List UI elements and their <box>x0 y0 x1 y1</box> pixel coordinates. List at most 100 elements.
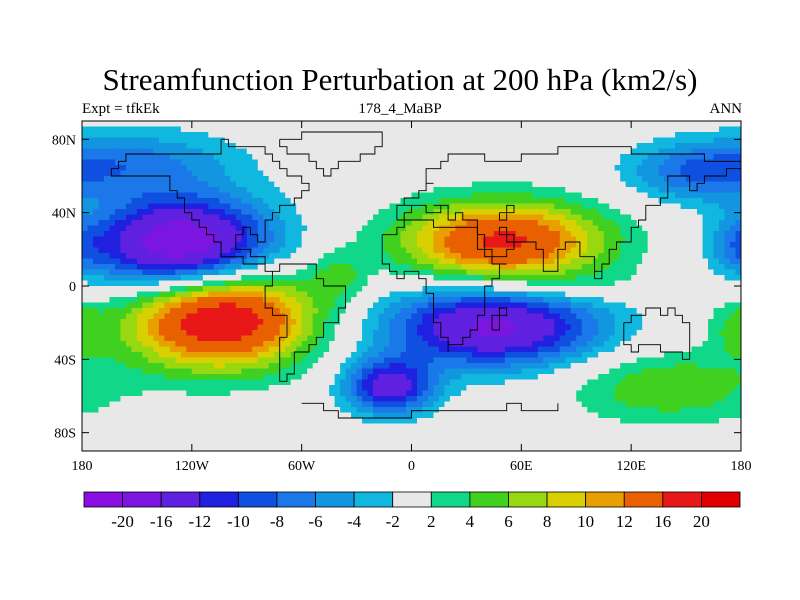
field-cell <box>312 297 319 304</box>
field-cell <box>455 242 462 249</box>
field-cell <box>609 264 616 271</box>
field-cell <box>120 159 127 166</box>
field-cell <box>526 181 533 188</box>
field-cell <box>455 126 462 133</box>
field-cell <box>488 247 495 254</box>
field-cell <box>614 192 621 199</box>
field-cell <box>268 258 275 265</box>
field-cell <box>109 137 116 144</box>
field-cell <box>449 269 457 276</box>
field-cell <box>631 253 638 260</box>
field-cell <box>241 176 248 183</box>
field-cell <box>416 137 424 144</box>
field-cell <box>334 302 341 309</box>
field-cell <box>598 247 605 254</box>
field-cell <box>647 203 654 210</box>
field-cell <box>537 253 544 260</box>
field-cell <box>252 335 259 342</box>
field-cell <box>570 313 577 320</box>
field-cell <box>318 225 325 232</box>
field-cell <box>636 275 643 282</box>
field-cell <box>570 220 577 227</box>
field-cell <box>493 209 500 216</box>
field-cell <box>153 203 160 210</box>
field-cell <box>147 236 154 243</box>
field-cell <box>340 165 347 172</box>
field-cell <box>98 209 105 216</box>
field-cell <box>719 170 726 177</box>
field-cell <box>82 247 89 254</box>
field-cell <box>191 291 198 298</box>
field-cell <box>548 126 555 133</box>
field-cell <box>554 335 561 342</box>
field-cell <box>92 225 100 232</box>
field-cell <box>92 258 100 265</box>
field-cell <box>384 242 391 249</box>
field-cell <box>235 220 242 227</box>
field-cell <box>658 335 665 342</box>
field-cell <box>312 247 319 254</box>
field-cell <box>537 137 544 144</box>
field-cell <box>224 280 231 287</box>
field-cell <box>389 198 396 205</box>
field-cell <box>114 187 122 194</box>
field-cell <box>257 181 264 188</box>
field-cell <box>246 198 253 205</box>
field-cell <box>224 198 231 205</box>
field-cell <box>202 269 209 276</box>
field-cell <box>252 242 259 249</box>
field-cell <box>411 302 418 309</box>
field-cell <box>532 313 539 320</box>
field-cell <box>598 302 605 309</box>
field-cell <box>664 330 671 337</box>
field-cell <box>268 319 275 326</box>
field-cell <box>290 154 297 161</box>
field-cell <box>367 132 374 139</box>
field-cell <box>246 319 253 326</box>
field-cell <box>493 165 500 172</box>
field-cell <box>515 258 522 265</box>
field-cell <box>202 242 209 249</box>
field-cell <box>636 148 643 155</box>
field-cell <box>686 148 693 155</box>
field-cell <box>186 231 193 238</box>
field-cell <box>323 225 330 232</box>
field-cell <box>570 308 577 315</box>
field-cell <box>515 137 522 144</box>
field-cell <box>356 231 363 238</box>
field-cell <box>142 187 149 194</box>
field-cell <box>224 192 231 199</box>
field-cell <box>279 225 286 232</box>
field-cell <box>460 264 468 271</box>
field-cell <box>532 236 539 243</box>
field-cell <box>191 236 198 243</box>
field-cell <box>614 269 621 276</box>
field-cell <box>213 236 220 243</box>
field-cell <box>274 330 281 337</box>
field-cell <box>482 286 489 293</box>
field-cell <box>384 286 391 293</box>
field-cell <box>235 330 242 337</box>
field-cell <box>444 247 451 254</box>
field-cell <box>169 264 176 271</box>
field-cell <box>477 286 484 293</box>
field-cell <box>279 346 286 353</box>
field-cell <box>609 198 616 205</box>
field-cell <box>620 247 627 254</box>
field-cell <box>197 236 204 243</box>
field-cell <box>411 313 418 320</box>
field-cell <box>230 209 237 216</box>
field-cell <box>427 291 435 298</box>
field-cell <box>680 275 687 282</box>
field-cell <box>697 170 704 177</box>
field-cell <box>636 258 643 265</box>
field-cell <box>191 302 198 309</box>
field-cell <box>614 330 621 337</box>
field-cell <box>730 291 737 298</box>
field-cell <box>158 341 165 348</box>
field-cell <box>109 330 116 337</box>
field-cell <box>191 154 198 161</box>
field-cell <box>312 269 319 276</box>
field-cell <box>224 209 231 216</box>
field-cell <box>219 330 226 337</box>
